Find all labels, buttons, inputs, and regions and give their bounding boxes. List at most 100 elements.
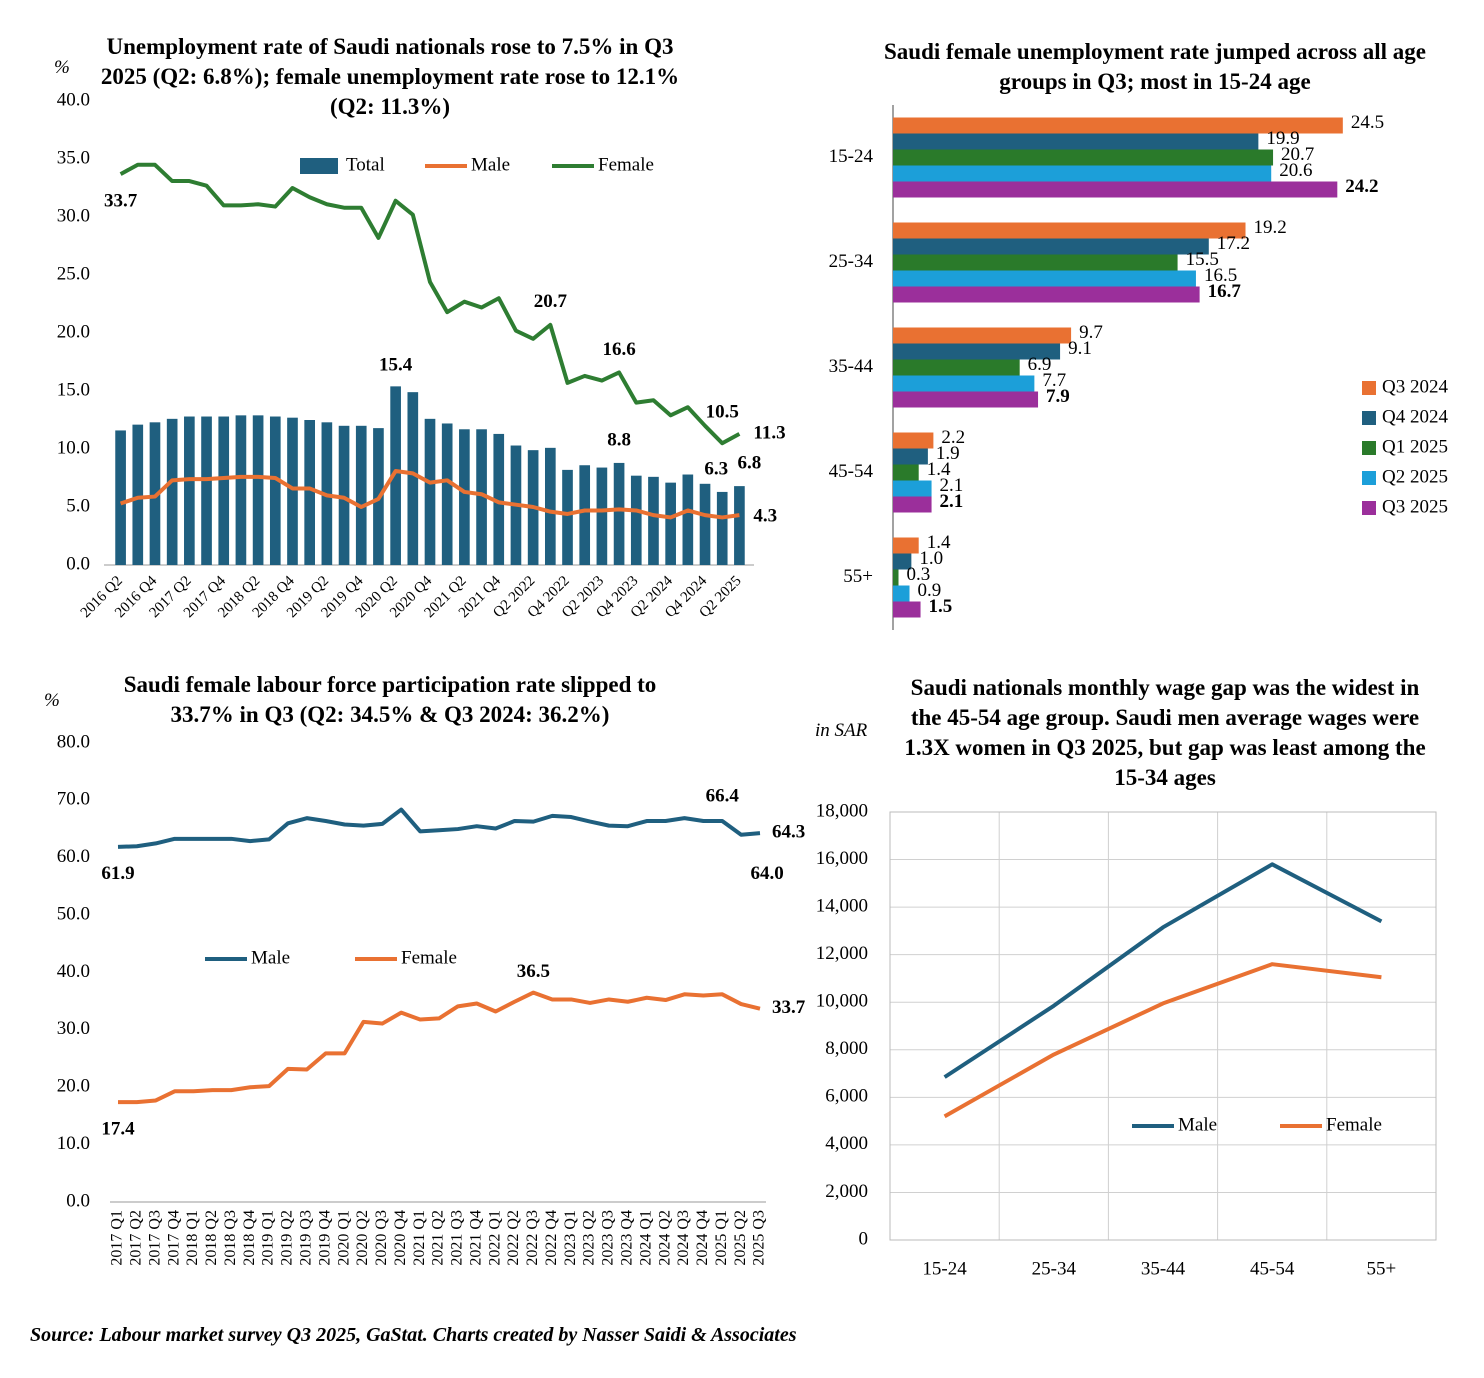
y-tick-label: 0.0 [66, 553, 90, 574]
bar [132, 424, 144, 565]
data-label: 6.3 [704, 458, 728, 479]
y-tick-label: 30.0 [57, 1018, 90, 1039]
legend-label: Q4 2024 [1382, 406, 1448, 427]
legend-swatch [1362, 471, 1376, 485]
bar [166, 418, 178, 565]
bar [476, 429, 487, 565]
bar [665, 482, 676, 565]
data-label: 1.4 [927, 532, 951, 553]
data-label: 66.4 [706, 785, 740, 806]
bar [893, 375, 1035, 392]
bar [893, 480, 932, 497]
x-tick-label: 2017 Q4 [165, 1210, 182, 1266]
bar [893, 343, 1061, 360]
bar [699, 483, 711, 565]
data-label: 0.3 [907, 564, 931, 585]
x-tick-label: 2024 Q2 [656, 1210, 673, 1266]
legend-label: Female [1326, 1114, 1382, 1135]
legend-label: Male [1178, 1114, 1217, 1135]
data-label: 6.9 [1028, 354, 1052, 375]
bar [269, 416, 281, 565]
y-tick-label: 35-44 [829, 356, 874, 377]
y-tick-label: 40.0 [57, 961, 90, 982]
legend-swatch [300, 158, 338, 174]
x-tick-label: 45-54 [1250, 1258, 1295, 1279]
x-tick-label: 2019 Q2 [279, 1210, 296, 1266]
legend-swatch [1362, 411, 1376, 425]
data-label: 9.7 [1079, 322, 1103, 343]
bar [562, 469, 573, 565]
data-label: 7.9 [1046, 386, 1070, 407]
bar [184, 416, 195, 565]
data-label: 20.6 [1279, 160, 1312, 181]
bar [893, 359, 1020, 376]
y-tick-label: 8,000 [825, 1038, 868, 1059]
y-tick-label: 40.0 [57, 89, 90, 110]
data-label: 1.9 [936, 443, 960, 464]
chart-title: Saudi female unemployment rate jumped ac… [884, 39, 1426, 94]
bar [893, 270, 1196, 287]
x-tick-label: 2019 Q1 [260, 1210, 277, 1266]
data-label: 6.8 [738, 452, 762, 473]
bar [893, 537, 919, 554]
data-label: 61.9 [101, 863, 134, 884]
legend-label: Female [598, 154, 654, 175]
data-label: 10.5 [706, 402, 739, 423]
y-tick-label: 20.0 [57, 321, 90, 342]
x-tick-label: 2021 Q4 [467, 1210, 484, 1266]
bar [893, 391, 1039, 408]
data-label: 15.4 [379, 355, 413, 376]
x-tick-label: 2022 Q2 [505, 1210, 522, 1266]
data-label: 1.5 [929, 596, 953, 617]
legend-swatch [1362, 381, 1376, 395]
x-tick-label: 2023 Q3 [600, 1210, 617, 1266]
bar [115, 430, 126, 565]
y-tick-label: 25-34 [829, 251, 874, 272]
x-tick-label: 2018 Q4 [241, 1210, 258, 1266]
legend-label: Q2 2025 [1382, 466, 1448, 487]
bar [893, 496, 932, 513]
y-tick-label: 80.0 [57, 731, 90, 752]
legend-label: Female [401, 947, 457, 968]
x-tick-label: 2025 Q2 [732, 1210, 749, 1266]
bar [218, 416, 230, 565]
x-tick-label: 2020 Q3 [373, 1210, 390, 1266]
bar [441, 423, 453, 565]
x-tick-label: 2024 Q4 [694, 1210, 711, 1266]
data-label: 1.0 [919, 548, 943, 569]
bar [893, 286, 1200, 303]
line [118, 990, 761, 1105]
y-unit: % [44, 690, 60, 711]
data-label: 33.7 [104, 190, 138, 211]
y-tick-label: 12,000 [816, 943, 868, 964]
data-label: 19.9 [1266, 128, 1299, 149]
bar [893, 254, 1178, 271]
y-tick-label: 0.0 [66, 1190, 90, 1211]
bar [893, 149, 1274, 166]
line [943, 962, 1382, 1119]
x-tick-label: 2018 Q3 [222, 1210, 239, 1266]
x-tick-label: 2022 Q4 [543, 1210, 560, 1266]
legend-swatch [1362, 501, 1376, 515]
legend-label: Q3 2024 [1382, 376, 1448, 397]
bar [716, 491, 728, 565]
data-label: 8.8 [607, 429, 631, 450]
data-label: 33.7 [772, 997, 806, 1018]
data-label: 0.9 [918, 580, 942, 601]
bar [893, 553, 912, 570]
data-label: 2.1 [940, 475, 964, 496]
y-tick-label: 55+ [843, 566, 873, 587]
x-tick-label: 2018 Q1 [184, 1210, 201, 1266]
data-label: 17.2 [1217, 233, 1250, 254]
x-tick-label: 2021 Q3 [449, 1210, 466, 1266]
y-tick-label: 14,000 [816, 895, 868, 916]
bar [596, 467, 608, 565]
y-tick-label: 70.0 [57, 789, 90, 810]
line [119, 162, 741, 446]
legend-label: Male [471, 154, 510, 175]
x-tick-label: 2017 Q2 [128, 1210, 145, 1266]
bar [893, 117, 1343, 134]
data-label: 64.3 [772, 821, 805, 842]
line [117, 807, 761, 849]
